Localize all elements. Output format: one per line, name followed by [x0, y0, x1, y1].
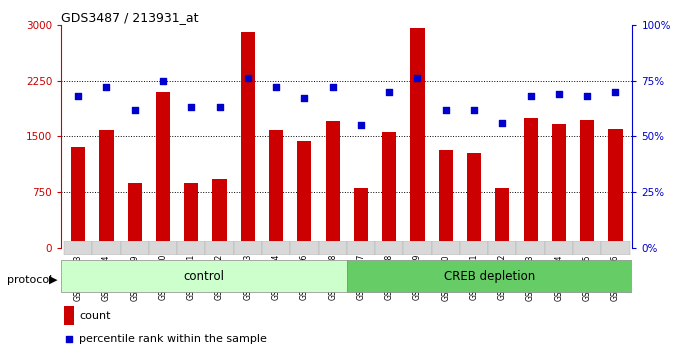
Bar: [128, 183, 142, 248]
Point: [412, 75, 423, 81]
Bar: [149, 241, 177, 255]
Bar: [354, 188, 368, 248]
Bar: [297, 141, 311, 248]
Bar: [524, 118, 538, 248]
Point: [384, 89, 394, 95]
Point: [327, 84, 338, 90]
Bar: [432, 241, 460, 255]
Bar: [290, 241, 318, 255]
Bar: [184, 183, 199, 248]
Point: [271, 84, 282, 90]
Point: [497, 120, 508, 126]
Bar: [318, 241, 347, 255]
Point: [581, 93, 592, 99]
Bar: [269, 130, 283, 248]
Bar: [517, 241, 545, 255]
Point: [469, 107, 479, 112]
Point: [101, 84, 112, 90]
Bar: [375, 241, 403, 255]
Bar: [64, 306, 74, 325]
Bar: [467, 153, 481, 248]
Point: [73, 93, 84, 99]
Bar: [64, 241, 92, 255]
Bar: [580, 120, 594, 248]
Bar: [234, 241, 262, 255]
Bar: [545, 241, 573, 255]
Point: [64, 337, 75, 342]
Bar: [347, 260, 632, 292]
Text: percentile rank within the sample: percentile rank within the sample: [80, 335, 267, 344]
Bar: [495, 188, 509, 248]
Point: [186, 104, 197, 110]
Point: [242, 75, 253, 81]
Bar: [411, 28, 424, 248]
Text: GDS3487 / 213931_at: GDS3487 / 213931_at: [61, 11, 199, 24]
Text: count: count: [80, 310, 111, 320]
Bar: [177, 241, 205, 255]
Bar: [403, 241, 432, 255]
Bar: [92, 241, 120, 255]
Point: [554, 91, 564, 97]
Text: ▶: ▶: [49, 275, 57, 285]
Bar: [71, 147, 85, 248]
Bar: [347, 241, 375, 255]
Bar: [326, 121, 340, 248]
Point: [158, 78, 169, 83]
Bar: [99, 130, 114, 248]
Point: [610, 89, 621, 95]
Bar: [609, 129, 622, 248]
Bar: [460, 241, 488, 255]
Text: protocol: protocol: [7, 275, 52, 285]
Bar: [601, 241, 630, 255]
Point: [525, 93, 536, 99]
Bar: [61, 260, 347, 292]
Bar: [205, 241, 234, 255]
Point: [299, 96, 310, 101]
Bar: [439, 150, 453, 248]
Bar: [262, 241, 290, 255]
Bar: [120, 241, 149, 255]
Bar: [382, 132, 396, 248]
Text: control: control: [184, 270, 224, 282]
Bar: [241, 32, 255, 248]
Bar: [573, 241, 601, 255]
Bar: [212, 179, 226, 248]
Bar: [156, 92, 170, 248]
Point: [441, 107, 452, 112]
Bar: [488, 241, 517, 255]
Bar: [551, 124, 566, 248]
Point: [356, 122, 367, 128]
Point: [129, 107, 140, 112]
Text: CREB depletion: CREB depletion: [444, 270, 535, 282]
Point: [214, 104, 225, 110]
